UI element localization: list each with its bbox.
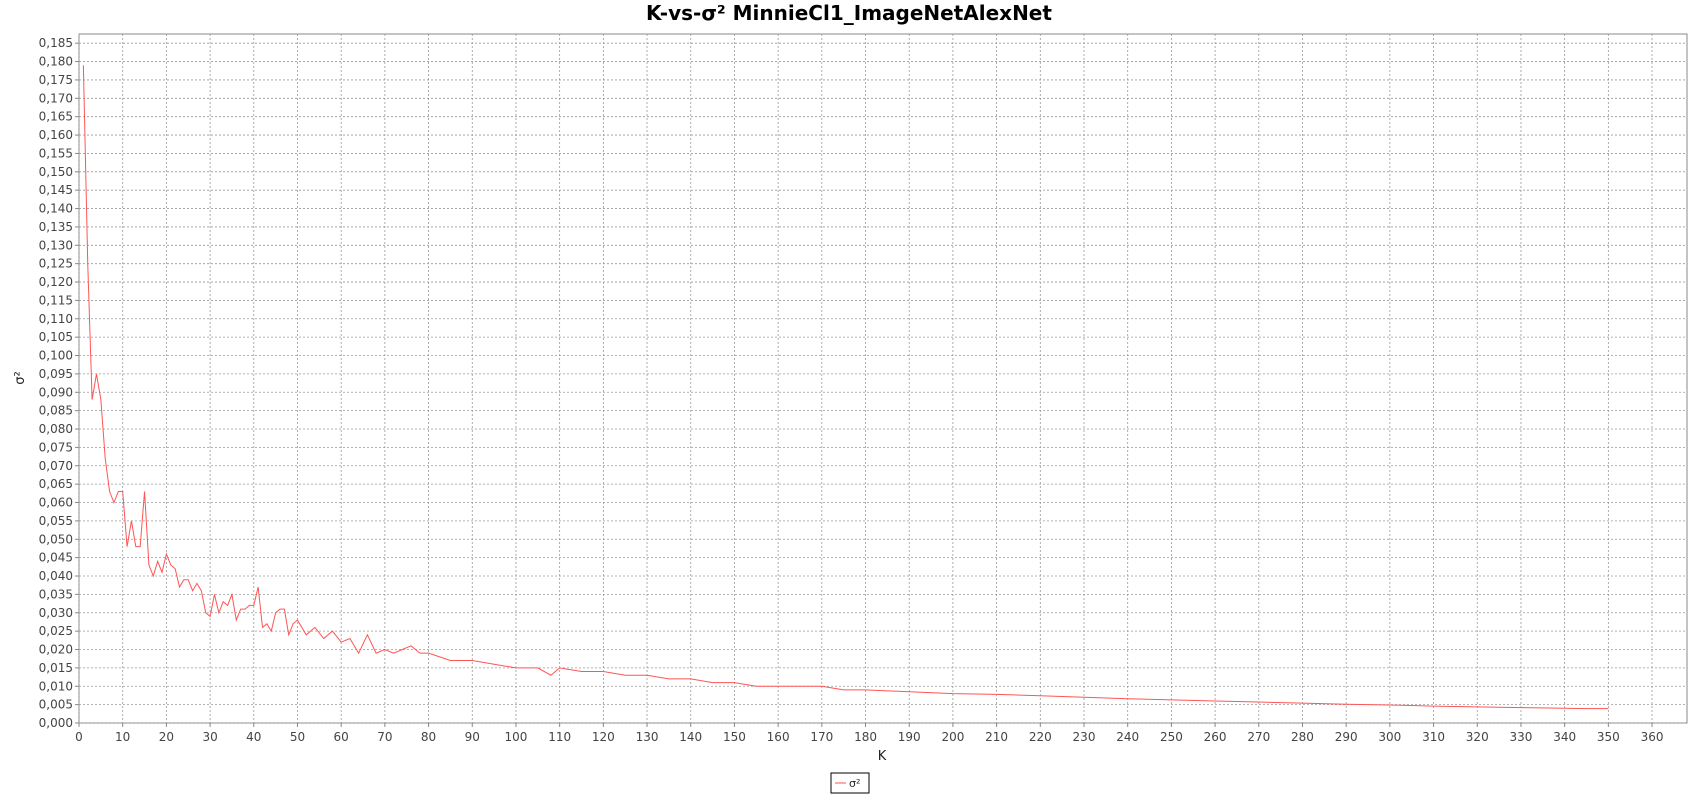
plot-area [78, 33, 1688, 724]
y-tick-label: 0,080 [39, 422, 73, 436]
legend-box [830, 772, 870, 794]
x-tick-label: 150 [723, 730, 746, 744]
grid-lines [78, 34, 1687, 724]
x-tick-label: 250 [1160, 730, 1183, 744]
y-tick-label: 0,040 [39, 569, 73, 583]
y-tick-label: 0,005 [39, 698, 73, 712]
x-tick-label: 360 [1641, 730, 1664, 744]
y-tick-label: 0,025 [39, 624, 73, 638]
x-tick-label: 350 [1597, 730, 1620, 744]
y-tick-label: 0,155 [39, 146, 73, 160]
legend-label: σ² [849, 777, 860, 790]
x-tick-label: 50 [290, 730, 305, 744]
y-tick-label: 0,105 [39, 330, 73, 344]
x-tick-label: 260 [1204, 730, 1227, 744]
y-tick-label: 0,060 [39, 496, 73, 510]
y-tick-label: 0,160 [39, 128, 73, 142]
chart-title: K-vs-σ² MinnieCl1_ImageNetAlexNet [646, 1, 1052, 25]
x-tick-label: 310 [1422, 730, 1445, 744]
y-axis-label: σ² [13, 371, 28, 384]
plot-background [78, 33, 1688, 724]
x-tick-label: 120 [592, 730, 615, 744]
y-tick-label: 0,170 [39, 91, 73, 105]
x-tick-label: 90 [465, 730, 480, 744]
x-tick-label: 200 [941, 730, 964, 744]
x-tick-label: 330 [1510, 730, 1533, 744]
x-axis-ticks: 0 10 20 30 40 50 60 70 80 90 100 110 120 130 140 150 160… [75, 723, 1663, 744]
series-line [82, 65, 1609, 710]
x-tick-label: 30 [202, 730, 217, 744]
x-tick-label: 220 [1029, 730, 1052, 744]
x-tick-label: 160 [767, 730, 790, 744]
x-tick-label: 340 [1553, 730, 1576, 744]
y-tick-label: 0,130 [39, 238, 73, 252]
x-tick-label: 180 [854, 730, 877, 744]
x-tick-label: 20 [159, 730, 174, 744]
x-tick-label: 210 [985, 730, 1008, 744]
y-tick-label: 0,070 [39, 459, 73, 473]
x-tick-label: 270 [1247, 730, 1270, 744]
x-tick-label: 190 [898, 730, 921, 744]
x-tick-label: 0 [75, 730, 83, 744]
y-tick-label: 0,075 [39, 440, 73, 454]
y-tick-label: 0,180 [39, 55, 73, 69]
y-tick-label: 0,100 [39, 349, 73, 363]
x-tick-label: 80 [421, 730, 436, 744]
y-tick-label: 0,135 [39, 220, 73, 234]
y-tick-label: 0,090 [39, 385, 73, 399]
y-tick-label: 0,110 [39, 312, 73, 326]
x-tick-label: 240 [1116, 730, 1139, 744]
y-axis-ticks: 0,000 0,005 0,010 0,015 0,020 0,025 0,030 0,035… [39, 36, 79, 730]
x-tick-label: 60 [334, 730, 349, 744]
y-tick-label: 0,010 [39, 679, 73, 693]
x-tick-label: 70 [377, 730, 392, 744]
y-tick-label: 0,125 [39, 257, 73, 271]
y-tick-label: 0,035 [39, 587, 73, 601]
y-tick-label: 0,095 [39, 367, 73, 381]
y-tick-label: 0,045 [39, 551, 73, 565]
y-tick-label: 0,055 [39, 514, 73, 528]
x-tick-label: 290 [1335, 730, 1358, 744]
x-tick-label: 40 [246, 730, 261, 744]
x-tick-label: 130 [636, 730, 659, 744]
y-tick-label: 0,120 [39, 275, 73, 289]
legend: σ² [830, 772, 870, 794]
x-tick-label: 110 [548, 730, 571, 744]
series-layer [82, 65, 1609, 710]
y-tick-label: 0,065 [39, 477, 73, 491]
x-tick-label: 320 [1466, 730, 1489, 744]
y-tick-label: 0,145 [39, 183, 73, 197]
x-tick-label: 140 [679, 730, 702, 744]
y-tick-label: 0,140 [39, 202, 73, 216]
y-tick-label: 0,165 [39, 110, 73, 124]
y-tick-label: 0,050 [39, 532, 73, 546]
x-tick-label: 100 [505, 730, 528, 744]
x-axis-label: K [878, 749, 887, 764]
x-tick-label: 170 [810, 730, 833, 744]
y-tick-label: 0,185 [39, 36, 73, 50]
y-tick-label: 0,085 [39, 404, 73, 418]
y-tick-label: 0,150 [39, 165, 73, 179]
y-tick-label: 0,000 [39, 716, 73, 730]
x-tick-label: 230 [1073, 730, 1096, 744]
y-tick-label: 0,175 [39, 73, 73, 87]
y-tick-label: 0,115 [39, 293, 73, 307]
x-tick-label: 300 [1378, 730, 1401, 744]
y-tick-label: 0,030 [39, 606, 73, 620]
x-tick-label: 280 [1291, 730, 1314, 744]
y-tick-label: 0,015 [39, 661, 73, 675]
x-tick-label: 10 [115, 730, 130, 744]
y-tick-label: 0,020 [39, 643, 73, 657]
